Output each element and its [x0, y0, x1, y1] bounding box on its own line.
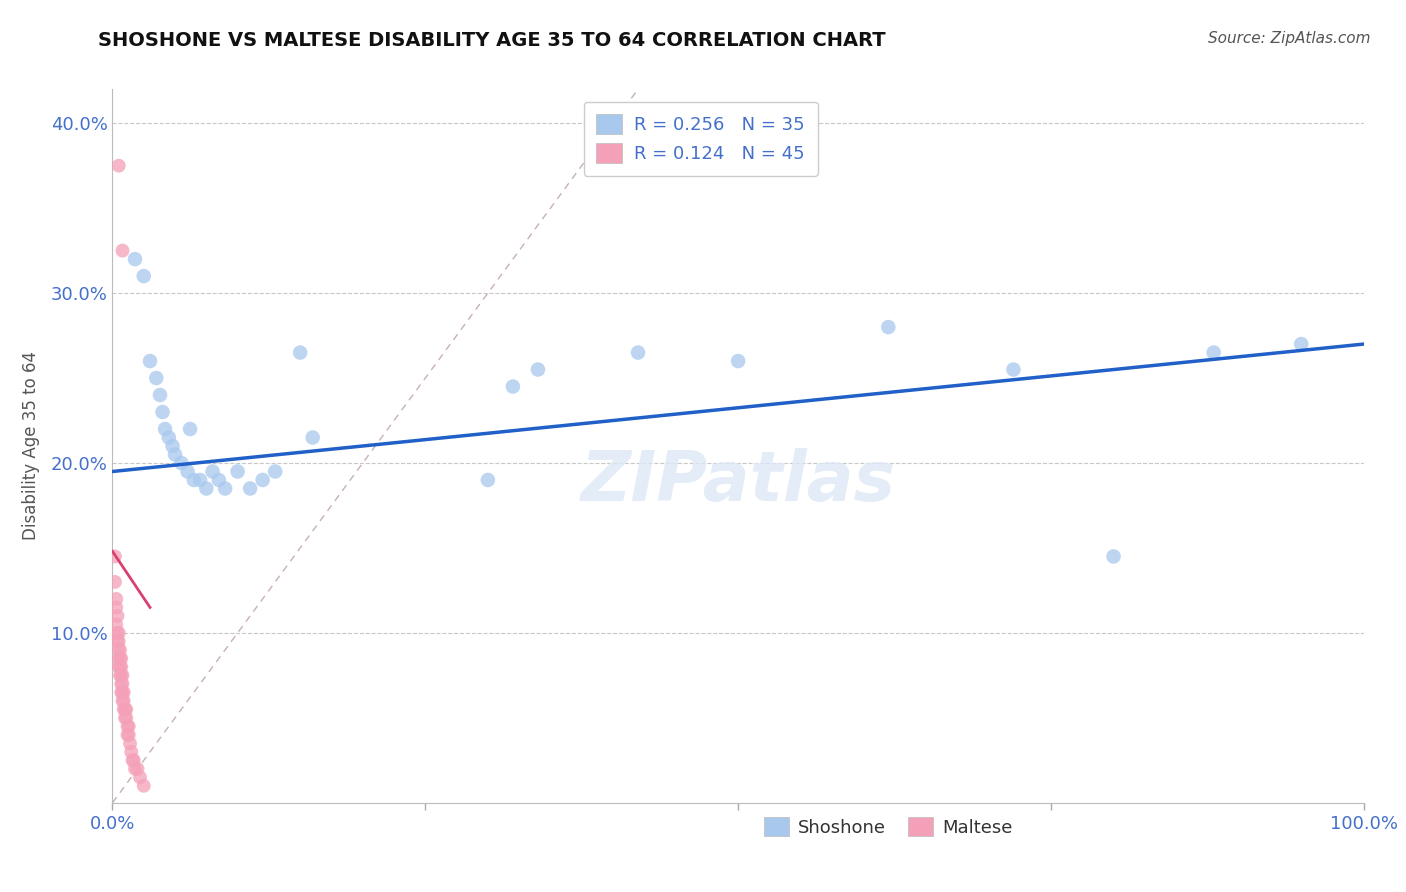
Point [132, 779, 155, 793]
Point [107, 159, 129, 173]
Point [727, 354, 749, 368]
Point [115, 702, 138, 716]
Point [527, 362, 550, 376]
Point [124, 762, 146, 776]
Text: Source: ZipAtlas.com: Source: ZipAtlas.com [1208, 31, 1371, 46]
Point [110, 660, 132, 674]
Point [129, 770, 152, 784]
Y-axis label: Disability Age 35 to 64: Disability Age 35 to 64 [21, 351, 39, 541]
Point [105, 617, 128, 632]
Point [107, 651, 129, 665]
Point [149, 388, 172, 402]
Point [112, 702, 135, 716]
Point [107, 634, 129, 648]
Point [111, 668, 134, 682]
Point [877, 320, 900, 334]
Point [1202, 345, 1225, 359]
Point [118, 719, 141, 733]
Point [107, 626, 129, 640]
Point [112, 694, 135, 708]
Point [195, 482, 218, 496]
Point [107, 660, 129, 674]
Point [105, 600, 128, 615]
Point [108, 660, 131, 674]
Point [208, 473, 231, 487]
Point [176, 465, 198, 479]
Point [114, 711, 136, 725]
Point [114, 702, 136, 716]
Point [214, 482, 236, 496]
Point [122, 753, 145, 767]
Text: SHOSHONE VS MALTESE DISABILITY AGE 35 TO 64 CORRELATION CHART: SHOSHONE VS MALTESE DISABILITY AGE 35 TO… [98, 31, 886, 50]
Point [1291, 337, 1313, 351]
Point [290, 345, 312, 359]
Point [239, 482, 262, 496]
Point [110, 668, 132, 682]
Point [124, 252, 146, 266]
Point [153, 422, 176, 436]
Point [104, 549, 127, 564]
Point [117, 728, 139, 742]
Point [226, 465, 249, 479]
Point [110, 651, 132, 665]
Point [502, 379, 524, 393]
Point [179, 422, 201, 436]
Point [107, 626, 129, 640]
Point [152, 405, 174, 419]
Point [162, 439, 184, 453]
Point [107, 643, 129, 657]
Point [121, 753, 143, 767]
Point [112, 685, 135, 699]
Point [264, 465, 287, 479]
Point [117, 719, 139, 733]
Point [104, 574, 127, 589]
Point [108, 668, 131, 682]
Point [111, 244, 134, 258]
Point [157, 430, 180, 444]
Point [111, 694, 134, 708]
Point [110, 685, 132, 699]
Point [183, 473, 205, 487]
Point [201, 465, 224, 479]
Point [108, 651, 131, 665]
Point [111, 685, 134, 699]
Point [145, 371, 167, 385]
Point [301, 430, 323, 444]
Point [1002, 362, 1025, 376]
Point [118, 736, 141, 750]
Point [118, 728, 141, 742]
Point [127, 762, 149, 776]
Point [139, 354, 162, 368]
Point [107, 634, 129, 648]
Point [627, 345, 650, 359]
Point [252, 473, 274, 487]
Point [108, 643, 131, 657]
Text: ZIPatlas: ZIPatlas [581, 448, 896, 516]
Point [111, 677, 134, 691]
Point [477, 473, 499, 487]
Point [163, 448, 186, 462]
Point [1102, 549, 1125, 564]
Point [170, 456, 193, 470]
Point [132, 269, 155, 284]
Point [188, 473, 211, 487]
Point [105, 591, 128, 606]
Point [115, 711, 138, 725]
Point [120, 745, 142, 759]
Point [110, 677, 132, 691]
Point [107, 608, 129, 623]
Legend: Shoshone, Maltese: Shoshone, Maltese [756, 809, 1019, 844]
